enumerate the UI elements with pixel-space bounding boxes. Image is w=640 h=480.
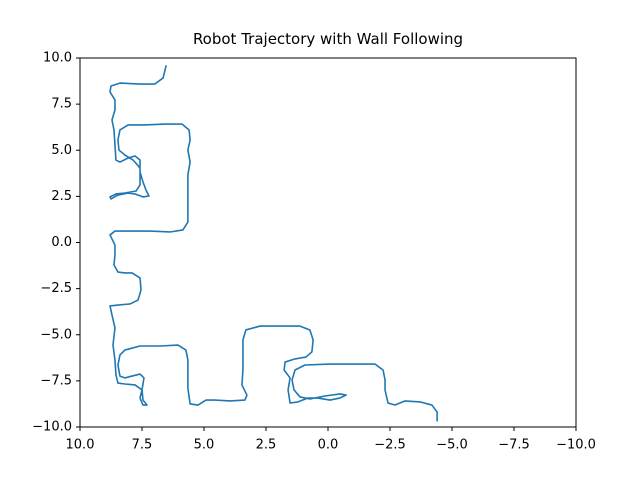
x-tick-label: 7.5 <box>132 438 153 453</box>
x-tick-label: −10.0 <box>556 438 596 453</box>
x-tick-label: −7.5 <box>498 438 530 453</box>
x-tick-label: 2.5 <box>256 438 277 453</box>
y-tick-label: 2.5 <box>51 189 72 204</box>
y-tick-label: 10.0 <box>43 51 72 66</box>
y-tick-label: −7.5 <box>40 373 72 388</box>
y-tick-label: 5.0 <box>51 143 72 158</box>
x-tick-label: 5.0 <box>194 438 215 453</box>
trajectory-line <box>109 65 438 422</box>
x-tick-label: −2.5 <box>374 438 406 453</box>
x-tick-label: −5.0 <box>436 438 468 453</box>
chart-title: Robot Trajectory with Wall Following <box>193 30 463 48</box>
y-tick-label: −10.0 <box>32 420 72 435</box>
x-tick-label: 0.0 <box>318 438 339 453</box>
y-tick-label: 7.5 <box>51 97 72 112</box>
y-tick-label: 0.0 <box>51 235 72 250</box>
y-tick-label: −2.5 <box>40 281 72 296</box>
y-tick-label: −5.0 <box>40 327 72 342</box>
x-tick-label: 10.0 <box>66 438 95 453</box>
